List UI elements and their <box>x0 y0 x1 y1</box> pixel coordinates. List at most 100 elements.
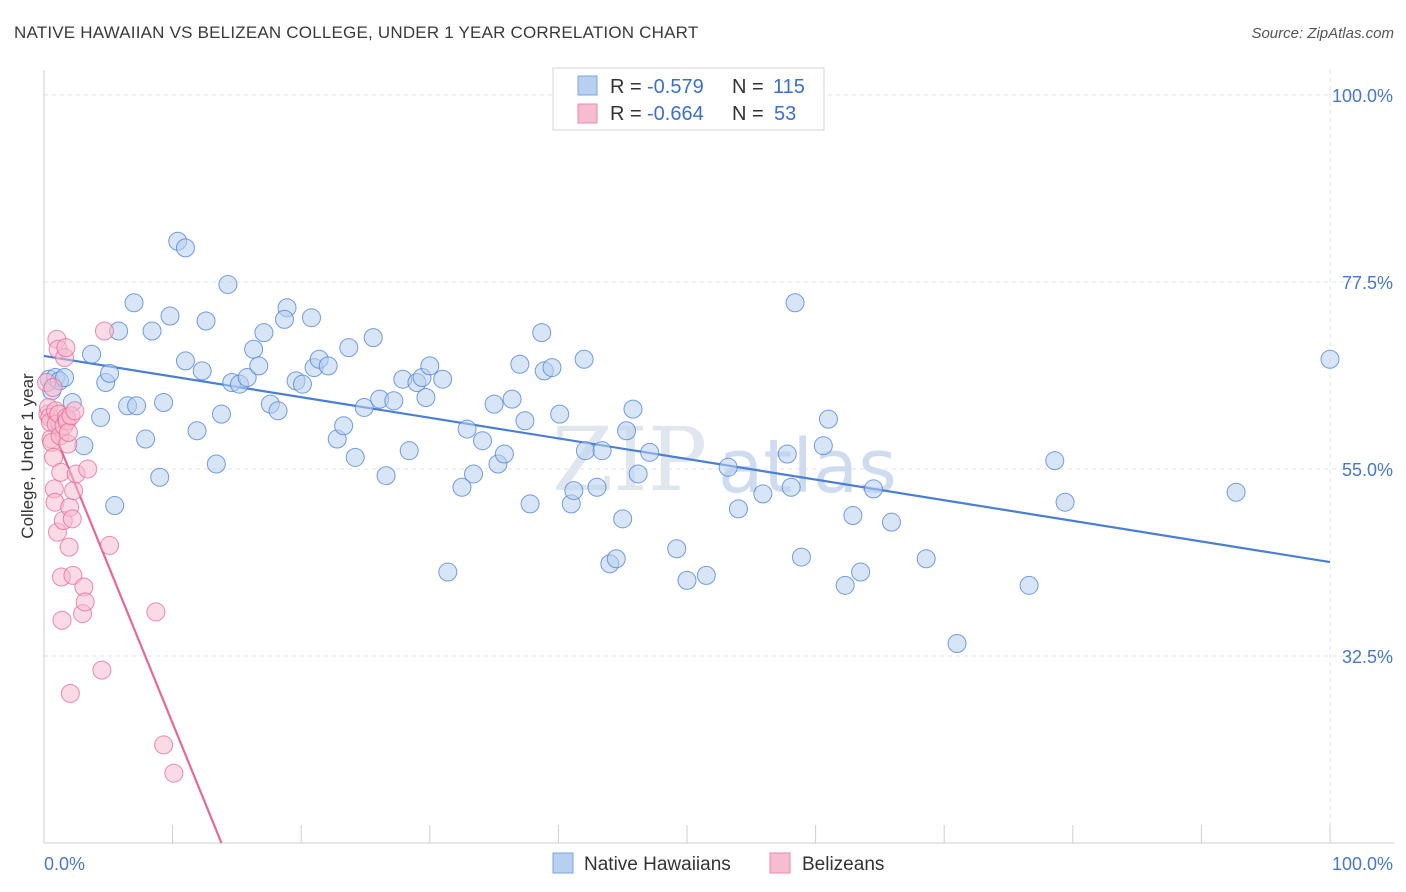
native-hawaiian-point-95 <box>728 499 748 519</box>
bottom-legend-belizeans: Belizeans <box>802 854 884 875</box>
native-hawaiian-point-61 <box>433 369 453 389</box>
native-hawaiian-point-90 <box>640 442 660 462</box>
native-hawaiian-point-100 <box>791 547 811 567</box>
native-hawaiian-point-35 <box>254 323 274 343</box>
native-hawaiian-point-8 <box>91 407 111 427</box>
legend-r-value-1: -0.579 <box>647 76 704 98</box>
watermark: ZIP atlas <box>552 408 897 511</box>
legend-n-label-1: N = <box>732 76 764 98</box>
native-hawaiian-point-74 <box>532 323 552 343</box>
native-hawaiian-point-48 <box>339 338 359 358</box>
native-hawaiian-point-77 <box>550 404 570 424</box>
native-hawaiian-point-23 <box>175 351 195 371</box>
legend-r-label-2: R = <box>610 103 642 125</box>
native-hawaiian-point-72 <box>515 411 535 431</box>
native-hawaiian-point-27 <box>206 454 226 474</box>
native-hawaiian-point-28 <box>211 404 231 424</box>
native-hawaiian-point-94 <box>718 457 738 477</box>
belizean-point-29 <box>59 537 79 557</box>
legend-n-value-1: 115 <box>773 76 805 98</box>
legend-box <box>552 67 825 131</box>
native-hawaiian-point-73 <box>520 494 540 514</box>
legend-swatch-blue <box>577 75 598 96</box>
native-hawaiian-point-64 <box>457 419 477 439</box>
belizean-point-35 <box>64 481 84 501</box>
belizean-point-20 <box>52 610 72 630</box>
belizean-point-36 <box>65 401 85 421</box>
native-hawaiian-point-99 <box>785 293 805 313</box>
legend: R = -0.579 N = 115 R = -0.664 N = 53 <box>552 67 825 131</box>
native-hawaiian-point-26 <box>196 311 216 331</box>
native-hawaiian-point-106 <box>863 479 883 499</box>
native-hawaiian-point-97 <box>777 444 797 464</box>
native-hawaiian-point-86 <box>613 509 633 529</box>
native-hawaiian-point-67 <box>484 394 504 414</box>
native-hawaiian-point-89 <box>628 464 648 484</box>
native-hawaiian-point-37 <box>268 401 288 421</box>
native-hawaiian-point-65 <box>464 464 484 484</box>
native-hawaiian-point-85 <box>606 549 626 569</box>
native-hawaiian-point-32 <box>237 368 257 388</box>
x-tick-label-0: 0.0% <box>44 854 85 874</box>
series-belizeans <box>37 321 184 783</box>
native-hawaiian-point-70 <box>502 389 522 409</box>
belizean-point-41 <box>78 459 98 479</box>
native-hawaiian-point-19 <box>154 392 174 412</box>
axes <box>43 70 1394 844</box>
native-hawaiian-point-71 <box>510 354 530 374</box>
native-hawaiian-point-69 <box>494 444 514 464</box>
native-hawaiian-point-17 <box>142 321 162 341</box>
belizean-point-24 <box>56 338 76 358</box>
y-tick-label-0: 100.0% <box>1332 86 1393 106</box>
native-hawaiian-point-79 <box>564 481 584 501</box>
native-hawaiian-point-63 <box>452 477 472 497</box>
native-hawaiian-point-88 <box>623 399 643 419</box>
y-tick-label-1: 77.5% <box>1342 273 1393 293</box>
native-hawaiian-point-39 <box>274 309 294 329</box>
series-native-hawaiians <box>39 231 1340 654</box>
bottom-legend-swatch-blue <box>552 852 574 874</box>
bottom-legend: Native Hawaiians Belizeans <box>552 852 884 875</box>
native-hawaiian-point-103 <box>835 575 855 595</box>
belizean-point-44 <box>100 535 120 555</box>
native-hawaiian-point-33 <box>244 339 264 359</box>
x-tick-labels: 0.0% 100.0% <box>44 854 1393 874</box>
native-hawaiian-point-53 <box>376 466 396 486</box>
belizean-point-43 <box>94 321 114 341</box>
native-hawaiian-point-34 <box>249 356 269 376</box>
native-hawaiian-point-102 <box>818 409 838 429</box>
y-axis-label: College, Under 1 year <box>18 373 37 539</box>
legend-r-value-2: -0.664 <box>647 103 704 125</box>
native-hawaiian-point-24 <box>187 421 207 441</box>
native-hawaiian-point-51 <box>363 328 383 348</box>
native-hawaiian-point-22 <box>175 238 195 258</box>
native-hawaiian-point-91 <box>667 539 687 559</box>
native-hawaiian-point-16 <box>136 429 156 449</box>
native-hawaiian-point-29 <box>218 274 238 294</box>
native-hawaiian-point-101 <box>813 436 833 456</box>
belizean-point-34 <box>63 565 83 585</box>
native-hawaiian-point-60 <box>420 356 440 376</box>
native-hawaiian-point-42 <box>301 308 321 328</box>
bottom-legend-native-hawaiians: Native Hawaiians <box>584 854 731 875</box>
native-hawaiian-point-83 <box>592 441 612 461</box>
native-hawaiians-trend-line <box>43 354 1331 564</box>
native-hawaiian-point-98 <box>781 477 801 497</box>
native-hawaiian-point-14 <box>124 293 144 313</box>
belizean-point-31 <box>60 683 80 703</box>
native-hawaiian-point-96 <box>753 484 773 504</box>
belizean-point-46 <box>154 735 174 755</box>
native-hawaiian-point-47 <box>334 416 354 436</box>
native-hawaiian-point-15 <box>127 396 147 416</box>
native-hawaiian-point-25 <box>192 361 212 381</box>
y-tick-labels: 100.0% 77.5% 55.0% 32.5% <box>1332 86 1393 667</box>
legend-n-value-2: 53 <box>774 103 796 125</box>
y-tick-label-3: 32.5% <box>1342 647 1393 667</box>
y-tick-label-2: 55.0% <box>1342 460 1393 480</box>
native-hawaiian-point-114 <box>1320 349 1340 369</box>
native-hawaiian-point-93 <box>696 565 716 585</box>
native-hawaiian-point-111 <box>1045 451 1065 471</box>
native-hawaiian-point-110 <box>1019 575 1039 595</box>
legend-r-label-1: R = <box>610 76 642 98</box>
